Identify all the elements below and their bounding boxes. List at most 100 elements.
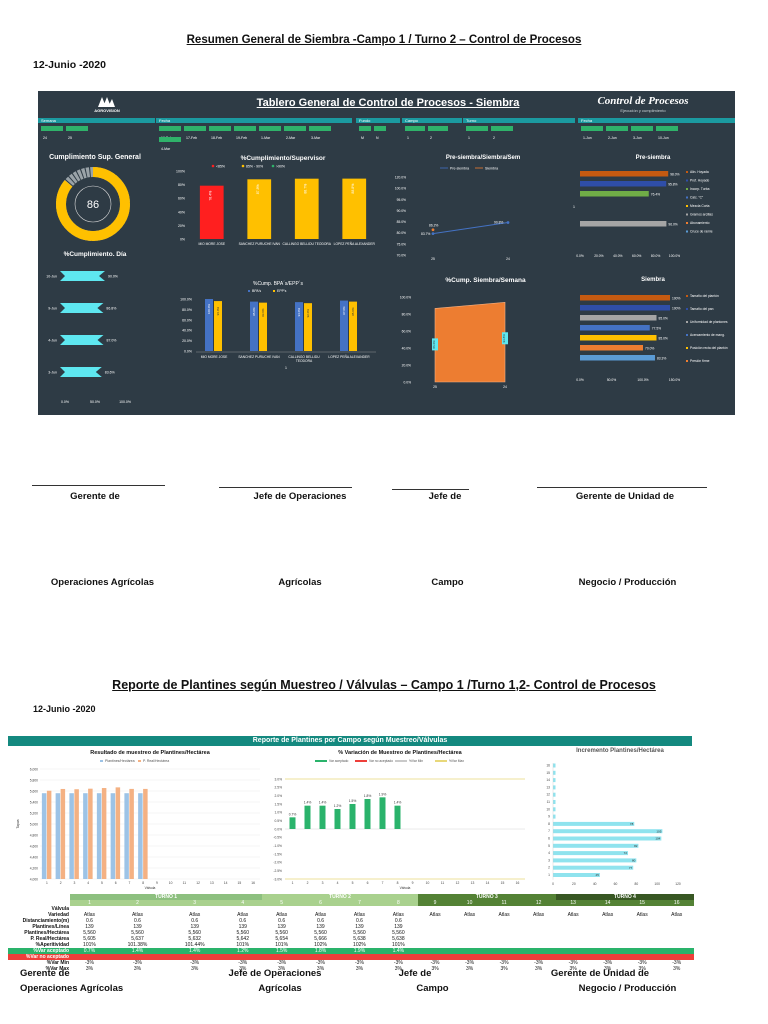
y-tick: 20.0% xyxy=(182,339,192,343)
filter-chip-label: 4-Mar xyxy=(161,147,171,151)
filter-chip[interactable]: 1-Mar xyxy=(259,126,281,140)
dashboard: AGROVISION Tablero General de Control de… xyxy=(38,91,735,415)
muestreo-chart: Plantines/Hectárea P. Real/Hectárea 6,000 5… xyxy=(16,759,260,890)
table-cell xyxy=(452,948,487,954)
table-cell: 0.7% xyxy=(70,948,109,954)
filter-chip[interactable]: 3-Jun xyxy=(631,126,653,140)
filter-header[interactable]: Fecha xyxy=(578,118,735,123)
y-tick: -1.5% xyxy=(273,852,282,856)
y-tick: 14 xyxy=(546,778,550,782)
filter-chip-label: 1 xyxy=(407,136,409,140)
var-bar xyxy=(349,804,356,829)
filter-chip[interactable]: 17-Feb xyxy=(184,126,206,140)
filter-chip[interactable]: 2-Mar xyxy=(284,126,306,140)
filter-header[interactable]: Turno xyxy=(463,118,575,123)
bar-label: 95.0% xyxy=(252,307,256,316)
var-bar xyxy=(304,805,311,829)
table-cell xyxy=(659,954,694,960)
siembra-line xyxy=(432,222,509,235)
incremento-bar xyxy=(553,770,556,775)
table-row: %Var aceptado 0.7% 1.4% 1.4% 1.2% 1.5% 1.8% 1.9… xyxy=(8,948,694,954)
variacion-chart-title: % Variación de Muestreo de Plantines/Hec… xyxy=(338,750,462,756)
bar-label: 76.4% xyxy=(651,193,660,197)
table-cell: 102% xyxy=(353,942,366,948)
x-tick: 4 xyxy=(337,881,339,885)
filter-chip[interactable]: 19-Feb xyxy=(234,126,256,140)
filter-chip-label: 2 xyxy=(430,136,432,140)
p2-sig1-top: Gerente de xyxy=(20,968,70,979)
bar xyxy=(580,345,643,351)
filter-chip[interactable]: 16-Feb xyxy=(159,126,181,140)
presiembra-point xyxy=(431,228,435,232)
signature-line xyxy=(392,489,469,490)
legend-label: Pre-siembra xyxy=(450,167,469,171)
legend-swatch xyxy=(686,179,688,182)
filter-chip[interactable]: 10-Jun xyxy=(656,126,678,140)
filter-chip[interactable]: 1 xyxy=(405,126,425,140)
y-tick: 5,400 xyxy=(30,800,38,804)
filter-header[interactable]: Campo xyxy=(402,118,462,123)
filter-header[interactable]: Fecha xyxy=(156,118,352,123)
x-tick: 8 xyxy=(397,881,399,885)
bar-label: 1.2% xyxy=(334,804,342,808)
bar xyxy=(342,178,367,239)
legend-swatch xyxy=(686,222,688,224)
presiembra-bars-title: Pre-siembra xyxy=(635,155,671,161)
filter-chip[interactable]: 18-Feb xyxy=(209,126,231,140)
epp-bar xyxy=(214,301,222,351)
table-cell: 139 xyxy=(316,924,325,930)
table-cell: Atlas xyxy=(671,912,683,918)
arrow-bar xyxy=(60,303,104,313)
filter-chip[interactable]: 3-Mar xyxy=(309,126,331,140)
bar xyxy=(199,185,224,239)
arrow-bar xyxy=(60,367,102,377)
incremento-bar xyxy=(553,807,556,812)
y-tick: 60% xyxy=(178,197,185,201)
filter-header[interactable]: Fundo xyxy=(356,118,400,123)
legend-swatch xyxy=(686,308,688,310)
filter-chip[interactable]: 2-Jun xyxy=(606,126,628,140)
y-tick: 3-Jun xyxy=(48,371,57,375)
bar-label: 96.0% xyxy=(668,223,677,227)
bar-label: 104 xyxy=(655,837,660,841)
incremento-bar xyxy=(553,851,628,856)
x-tick: 20.0% xyxy=(594,254,603,258)
table-cell xyxy=(521,948,556,954)
legend-swatch xyxy=(138,760,141,762)
filter-chip[interactable]: M xyxy=(359,126,371,140)
x-tick: 100.0% xyxy=(637,378,648,382)
y-tick: 80.0% xyxy=(402,313,411,317)
table-cell: Atlas xyxy=(276,912,288,918)
filter-chip[interactable]: 1 xyxy=(466,126,488,140)
table-cell: 101% xyxy=(391,942,405,948)
x-tick: SANCHEZ PURUCHE IVAN xyxy=(238,355,280,359)
filter-chip[interactable]: 24 xyxy=(41,126,63,140)
x-tick: 40 xyxy=(593,882,597,886)
valvula-number: 15 xyxy=(624,900,660,906)
filter-chip[interactable]: N xyxy=(374,126,386,140)
table-cell: 101% xyxy=(236,942,250,948)
filter-chip[interactable]: 1-Jun xyxy=(581,126,603,140)
table-cell: 3% xyxy=(569,966,577,972)
table-cell: 1.2% xyxy=(223,948,263,954)
filter-chip[interactable]: 25 xyxy=(66,126,88,140)
x-tick: LOPEZ PEÑA ALEXANDER xyxy=(334,241,376,246)
table-cell: Atlas xyxy=(131,912,144,918)
filter-header[interactable]: Semana xyxy=(38,118,155,123)
legend-label: %Var Max xyxy=(449,759,464,763)
table-cell: -3% xyxy=(316,960,325,966)
table-cell xyxy=(417,954,453,960)
table-cell: Atlas xyxy=(464,912,476,918)
filter-chip[interactable]: 2 xyxy=(428,126,448,140)
legend-label: Acercamiento de mang. xyxy=(690,333,725,337)
bar-label: 83.6% xyxy=(105,371,115,375)
table-cell: 139 xyxy=(133,924,142,930)
legend-swatch xyxy=(686,188,688,190)
real-bar xyxy=(115,787,121,879)
donut-value-arc xyxy=(56,167,130,241)
filter-chip[interactable]: 4-Mar xyxy=(159,137,181,151)
filter-chip[interactable]: 2 xyxy=(491,126,513,140)
table-cell: 0.6 xyxy=(191,918,199,924)
filter-chip-label: 18-Feb xyxy=(211,136,223,140)
p2-sig2-top: Jefe de Operaciones xyxy=(228,968,322,979)
